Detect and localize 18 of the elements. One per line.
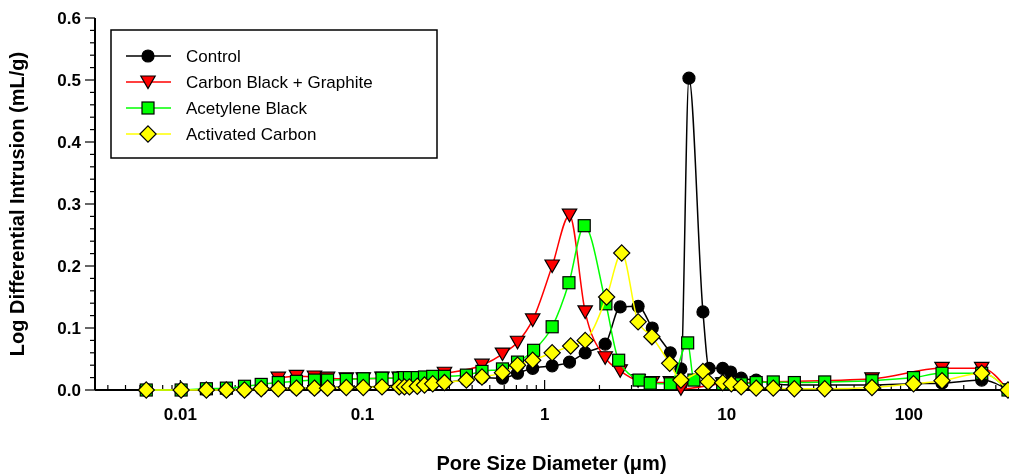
y-axis-title: Log Differential Intrusion (mL/g)	[6, 51, 28, 357]
x-tick-label: 0.1	[350, 405, 375, 424]
x-tick-label: 10	[717, 405, 737, 424]
y-tick-label: 0.6	[57, 8, 81, 28]
y-tick-label: 0.3	[57, 194, 81, 214]
y-tick-label: 0.5	[57, 70, 81, 90]
x-axis-title: Pore Size Diameter (μm)	[436, 452, 667, 474]
y-tick-label: 0.2	[57, 256, 81, 276]
legend-label: Activated Carbon	[186, 124, 317, 144]
legend-label: Control	[186, 46, 241, 66]
legend-label: Acetylene Black	[186, 98, 308, 118]
y-tick-label: 0.4	[57, 132, 82, 152]
y-tick-label: 0.1	[57, 318, 81, 338]
y-tick-label: 0.0	[57, 380, 81, 400]
x-tick-label: 0.01	[163, 405, 197, 424]
x-tick-label: 100	[894, 405, 924, 424]
legend-label: Carbon Black + Graphite	[186, 72, 373, 92]
x-tick-label: 1	[539, 405, 550, 424]
